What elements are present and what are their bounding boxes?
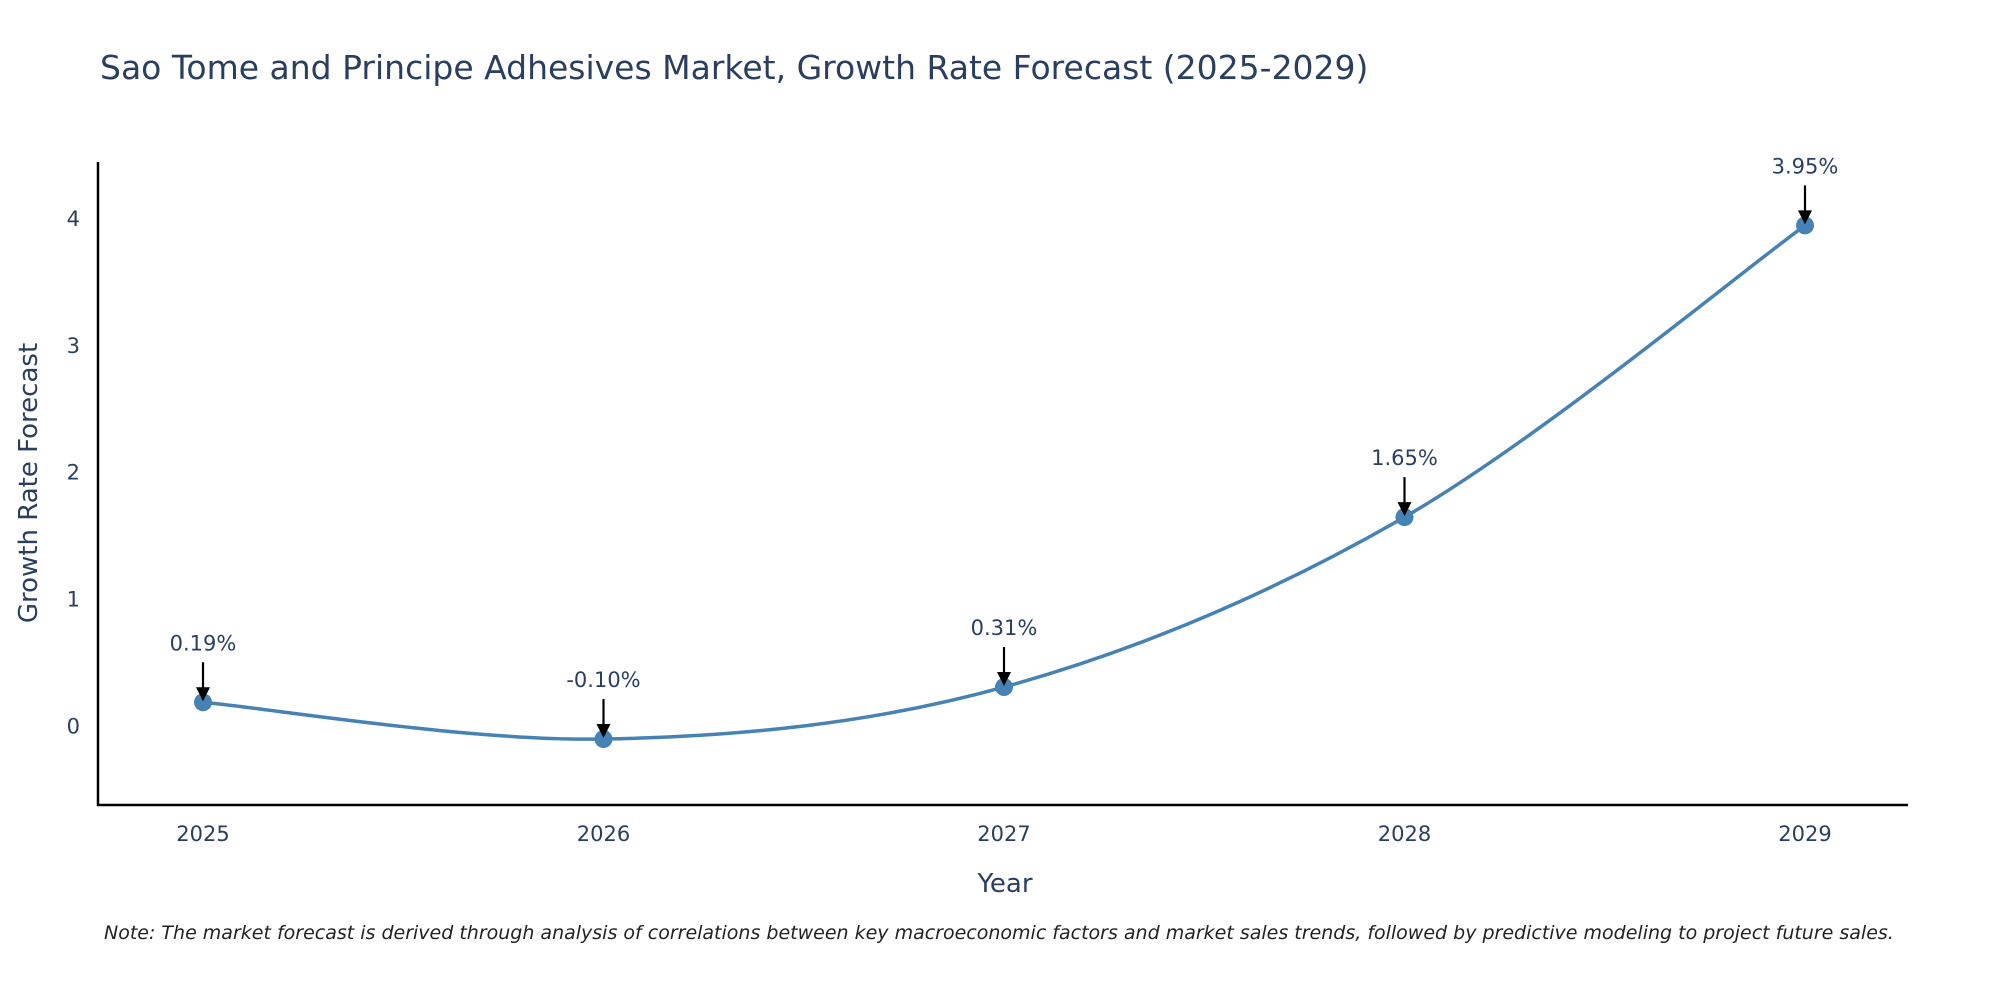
y-tick-label: 1 xyxy=(67,588,80,612)
data-markers xyxy=(194,216,1814,749)
annotation-arrow-head xyxy=(196,687,210,702)
x-tick-label: 2029 xyxy=(1778,822,1831,846)
x-tick-label: 2025 xyxy=(176,822,229,846)
data-point-marker xyxy=(995,678,1013,697)
chart-note: Note: The market forecast is derived thr… xyxy=(104,922,1894,944)
data-annotations: 0.19% -0.10% 0.31% 1.65% 3.95% xyxy=(170,154,1839,739)
data-label: 3.95% xyxy=(1772,154,1839,178)
data-label: 0.19% xyxy=(170,631,237,655)
data-point-marker xyxy=(1796,216,1814,235)
chart-title: Sao Tome and Principe Adhesives Market, … xyxy=(100,48,1369,87)
annotation-arrow-head xyxy=(997,672,1011,687)
x-tick-label: 2028 xyxy=(1378,822,1431,846)
y-tick-label: 0 xyxy=(67,714,80,738)
y-axis-title: Growth Rate Forecast xyxy=(14,343,44,623)
annotation-arrow-head xyxy=(1798,210,1812,225)
axes: 0 1 2 3 4 2025 2026 2027 2028 2029 xyxy=(67,162,1908,846)
data-label: 1.65% xyxy=(1371,446,1438,470)
data-point-marker xyxy=(1395,508,1414,527)
x-axis-title: Year xyxy=(976,869,1032,899)
data-point-marker xyxy=(594,730,613,749)
y-tick-label: 3 xyxy=(67,334,80,358)
data-label: -0.10% xyxy=(566,668,640,692)
annotation-arrow-head xyxy=(596,724,611,739)
annotation-arrow-head xyxy=(1397,502,1412,517)
y-tick-label: 2 xyxy=(67,461,80,485)
y-tick-label: 4 xyxy=(67,207,80,231)
data-point-marker xyxy=(194,693,212,712)
data-label: 0.31% xyxy=(971,616,1038,640)
x-tick-label: 2027 xyxy=(977,822,1030,846)
x-tick-label: 2026 xyxy=(577,822,630,846)
